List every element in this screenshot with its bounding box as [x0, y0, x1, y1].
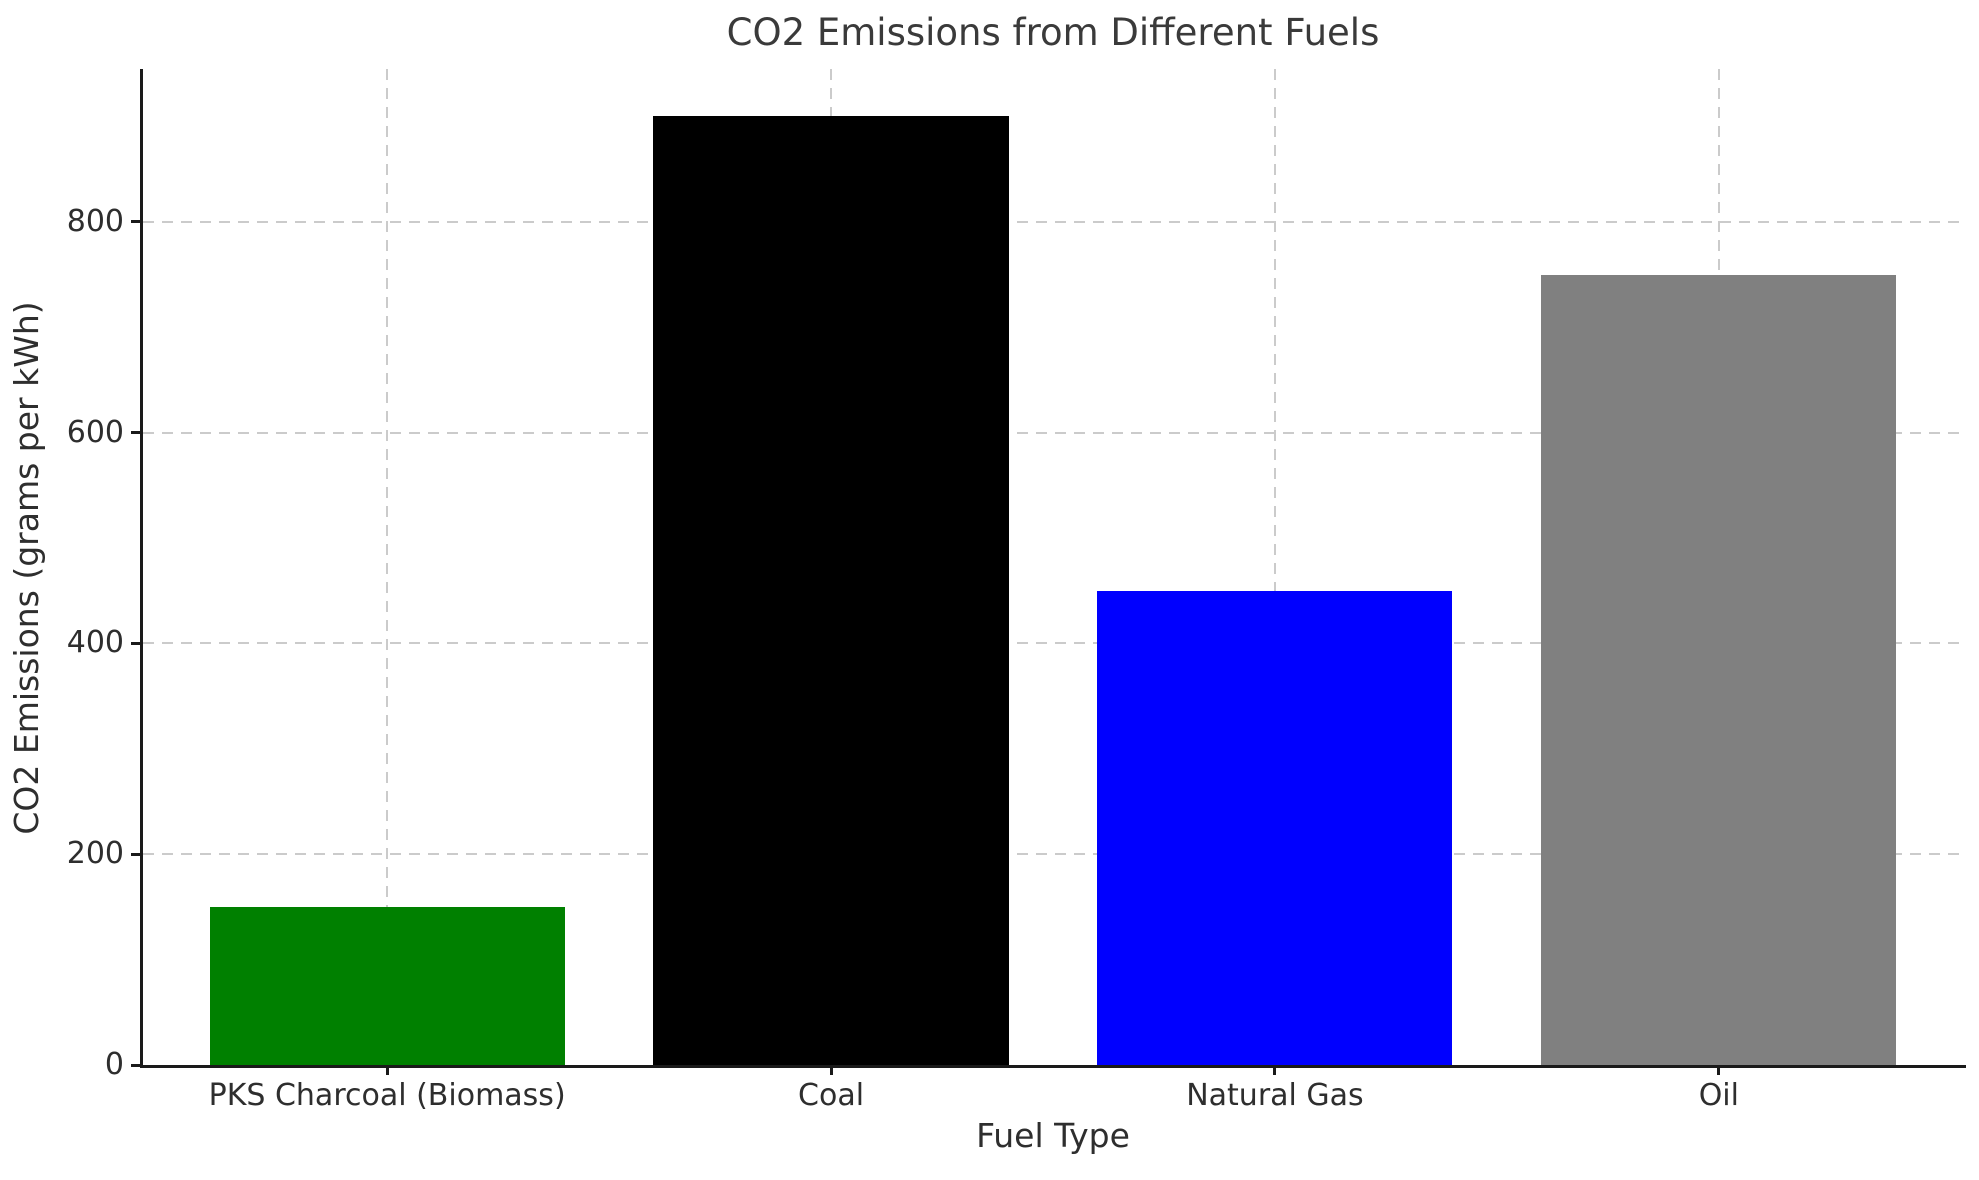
y-tick-mark — [131, 852, 140, 856]
x-tick-label: Coal — [798, 1078, 865, 1113]
x-tick-mark — [385, 1066, 389, 1075]
y-tick-label: 0 — [104, 1047, 124, 1082]
x-axis-label: Fuel Type — [976, 1116, 1130, 1155]
x-tick-label: Natural Gas — [1186, 1078, 1364, 1113]
chart-title: CO2 Emissions from Different Fuels — [726, 11, 1380, 54]
plot-area — [143, 69, 1963, 1065]
y-tick-label: 800 — [66, 203, 124, 239]
y-tick-mark — [131, 431, 140, 435]
y-tick-label: 400 — [66, 625, 124, 661]
y-tick-label: 600 — [66, 414, 124, 450]
x-tick-label: PKS Charcoal (Biomass) — [208, 1078, 566, 1113]
x-tick-mark — [829, 1066, 833, 1075]
x-axis-spine — [140, 1065, 1966, 1068]
x-tick-mark — [1273, 1066, 1277, 1075]
x-tick-mark — [1717, 1066, 1721, 1075]
y-tick-mark — [131, 220, 140, 224]
y-tick-label: 200 — [66, 836, 124, 872]
y-tick-mark — [131, 1063, 140, 1067]
horizontal-gridline — [143, 853, 1963, 856]
bar-pks-charcoal-biomass — [209, 906, 565, 1065]
x-tick-label: Oil — [1698, 1078, 1739, 1113]
y-axis-spine — [140, 69, 143, 1068]
horizontal-gridline — [143, 431, 1963, 434]
bar-oil — [1541, 274, 1897, 1065]
vertical-gridline — [1273, 69, 1276, 1065]
horizontal-gridline — [143, 220, 1963, 223]
bar-natural-gas — [1097, 590, 1453, 1065]
horizontal-gridline — [143, 642, 1963, 645]
vertical-gridline — [386, 69, 389, 1065]
bar-coal — [653, 116, 1009, 1065]
y-tick-mark — [131, 641, 140, 645]
